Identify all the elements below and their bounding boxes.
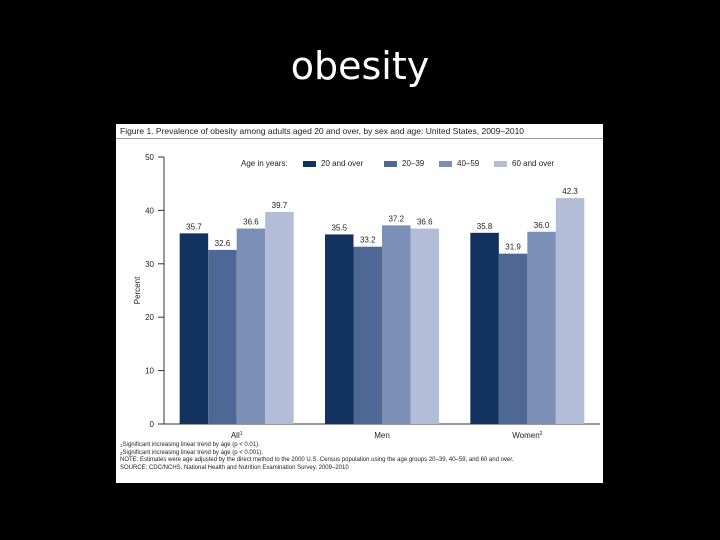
bar-value-label: 33.2 bbox=[360, 236, 376, 245]
bar-value-label: 36.0 bbox=[534, 221, 550, 230]
category-label: All1 bbox=[231, 431, 243, 439]
legend-swatch bbox=[303, 161, 316, 167]
y-tick-label: 0 bbox=[150, 420, 155, 429]
y-tick-label: 50 bbox=[145, 153, 154, 162]
figure-note: NOTE: Estimates were age adjusted by the… bbox=[120, 457, 600, 465]
figure-notes: 1Significant increasing linear trend by … bbox=[120, 442, 600, 472]
category-name: Women bbox=[512, 431, 539, 439]
slide-title: obesity bbox=[290, 44, 430, 88]
footnote-marker: 2 bbox=[120, 450, 123, 456]
bar-value-label: 36.6 bbox=[417, 218, 433, 227]
bar-value-label: 35.5 bbox=[331, 223, 347, 232]
y-axis-label: Percent bbox=[133, 276, 142, 304]
footnote-marker: 1 bbox=[120, 443, 123, 448]
bar bbox=[527, 231, 556, 424]
bar bbox=[236, 228, 266, 424]
legend-label: 20 and over bbox=[321, 159, 364, 168]
bar-value-label: 32.6 bbox=[215, 239, 231, 248]
y-tick-label: 30 bbox=[145, 260, 154, 269]
bar-value-label: 39.7 bbox=[272, 201, 288, 210]
figure-note: 2Significant increasing linear trend by … bbox=[120, 450, 600, 458]
category-name: All bbox=[231, 431, 240, 439]
bar bbox=[555, 198, 585, 424]
figure-caption: Figure 1. Prevalence of obesity among ad… bbox=[120, 126, 525, 136]
category-label: Women2 bbox=[512, 431, 542, 439]
legend-title: Age in years: bbox=[241, 159, 288, 168]
figure-note: 1Significant increasing linear trend by … bbox=[120, 442, 600, 450]
category-name: Men bbox=[374, 431, 390, 439]
bar-value-label: 31.9 bbox=[505, 243, 521, 252]
bar-value-label: 35.7 bbox=[186, 222, 202, 231]
footnote-text: Significant increasing linear trend by a… bbox=[122, 449, 264, 456]
legend-label: 40–59 bbox=[457, 159, 480, 168]
legend-swatch bbox=[494, 161, 507, 167]
legend-label: 60 and over bbox=[512, 159, 555, 168]
bar bbox=[179, 233, 209, 424]
legend-swatch bbox=[439, 161, 452, 167]
legend-label: 20–39 bbox=[402, 159, 425, 168]
bar bbox=[470, 232, 499, 424]
bar-chart: 0 10 20 30 40 50 Percent 35.7 32.6 36.6 39.7 All1 35… bbox=[133, 153, 600, 439]
bar bbox=[410, 228, 439, 424]
bar bbox=[325, 234, 354, 424]
footnote-text: SOURCE: CDC/NCHS, National Health and Nu… bbox=[120, 464, 349, 471]
bar bbox=[498, 253, 528, 424]
bar bbox=[353, 246, 382, 424]
y-tick-label: 40 bbox=[145, 206, 154, 215]
bar-value-label: 42.3 bbox=[562, 187, 578, 196]
bar-value-label: 36.6 bbox=[243, 218, 259, 227]
bar bbox=[265, 212, 294, 424]
bar bbox=[382, 225, 411, 424]
bar bbox=[208, 249, 237, 424]
caption-divider bbox=[116, 138, 603, 139]
legend-swatch bbox=[384, 161, 397, 167]
category-label: Men bbox=[374, 431, 390, 439]
footnote-text: Significant increasing linear trend by a… bbox=[122, 442, 260, 448]
footnote-text: NOTE: Estimates were age adjusted by the… bbox=[120, 457, 514, 464]
y-tick-label: 10 bbox=[145, 367, 154, 376]
y-tick-label: 20 bbox=[145, 313, 154, 322]
bar-value-label: 35.8 bbox=[477, 222, 493, 231]
bar-value-label: 37.2 bbox=[388, 214, 404, 223]
figure-note: SOURCE: CDC/NCHS, National Health and Nu… bbox=[120, 465, 600, 473]
category-footnote-marker: 2 bbox=[540, 431, 543, 437]
chart-figure: Figure 1. Prevalence of obesity among ad… bbox=[116, 124, 603, 483]
category-footnote-marker: 1 bbox=[240, 431, 243, 437]
